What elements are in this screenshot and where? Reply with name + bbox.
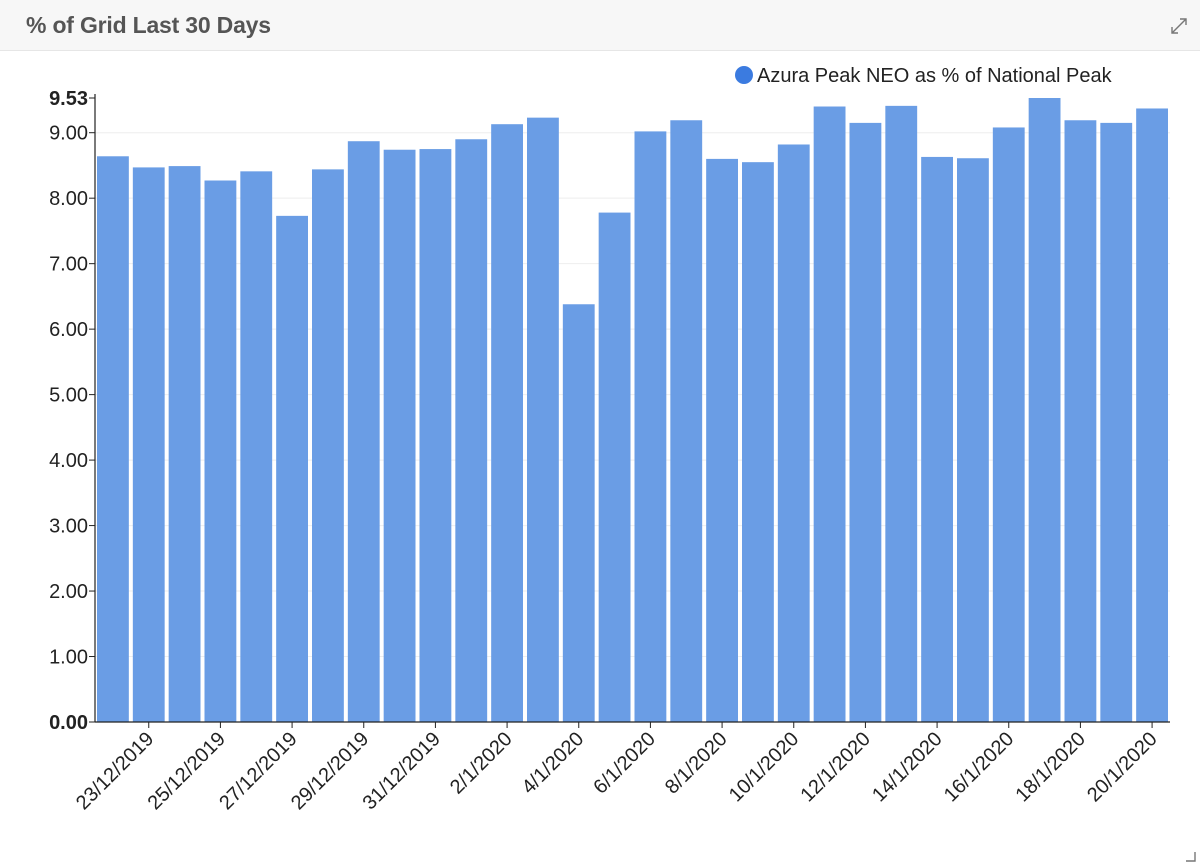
x-tick-label: 18/1/2020: [1011, 728, 1089, 806]
resize-corner-icon[interactable]: [1184, 849, 1196, 862]
y-tick-label: 9.53: [49, 88, 88, 110]
x-tick-label: 14/1/2020: [868, 728, 946, 806]
bar[interactable]: [670, 120, 703, 722]
bar[interactable]: [1100, 122, 1133, 723]
bar[interactable]: [527, 117, 559, 722]
bar[interactable]: [347, 141, 380, 723]
x-tick-label: 10/1/2020: [725, 728, 803, 806]
x-tick-label: 8/1/2020: [661, 728, 732, 799]
x-axis-ticks: 23/12/201925/12/201927/12/201929/12/2019…: [72, 722, 1162, 814]
x-tick-label: 2/1/2020: [446, 728, 517, 799]
bar[interactable]: [1028, 98, 1061, 722]
y-tick-label: 6.00: [49, 319, 88, 341]
bar[interactable]: [634, 131, 667, 722]
y-tick-label: 3.00: [49, 516, 88, 538]
panel-header: % of Grid Last 30 Days: [0, 0, 1200, 51]
x-tick-label: 16/1/2020: [940, 728, 1018, 806]
x-tick-label: 20/1/2020: [1083, 728, 1161, 806]
bar[interactable]: [992, 127, 1025, 723]
x-tick-label: 12/1/2020: [796, 728, 874, 806]
bar[interactable]: [885, 105, 918, 722]
expand-icon[interactable]: [1167, 14, 1191, 38]
bar[interactable]: [455, 139, 488, 722]
x-tick-label: 6/1/2020: [589, 728, 660, 799]
y-tick-label: 2.00: [49, 581, 88, 603]
bar[interactable]: [383, 149, 416, 722]
y-tick-label: 0.00: [49, 712, 88, 734]
bar[interactable]: [240, 171, 273, 723]
y-tick-label: 9.00: [49, 123, 88, 145]
bar[interactable]: [419, 149, 452, 723]
panel-title: % of Grid Last 30 Days: [26, 12, 271, 38]
bar[interactable]: [276, 215, 308, 723]
bar[interactable]: [491, 124, 523, 722]
bar[interactable]: [562, 304, 595, 722]
bars: [97, 98, 1168, 723]
x-tick-label: 4/1/2020: [518, 728, 589, 799]
bar[interactable]: [204, 180, 237, 722]
y-tick-label: 1.00: [49, 647, 88, 669]
legend[interactable]: Azura Peak NEO as % of National Peak: [735, 65, 1113, 87]
bar[interactable]: [706, 158, 738, 722]
bar[interactable]: [598, 212, 631, 723]
legend-label: Azura Peak NEO as % of National Peak: [757, 65, 1113, 87]
y-tick-label: 7.00: [49, 254, 88, 276]
bar[interactable]: [1136, 108, 1168, 723]
y-tick-label: 5.00: [49, 385, 88, 407]
bar[interactable]: [849, 122, 882, 723]
bar[interactable]: [312, 169, 344, 722]
bar[interactable]: [813, 106, 846, 722]
bar[interactable]: [168, 166, 201, 722]
bar[interactable]: [777, 144, 810, 722]
bar[interactable]: [742, 162, 774, 722]
x-tick-label: 31/12/2019: [359, 728, 445, 814]
bar-chart: 0.00 1.00 2.00 3.00 4.00 5.00 6.00 7.00 8.00 9.00…: [49, 65, 1170, 814]
bar[interactable]: [921, 156, 953, 723]
bar[interactable]: [1064, 120, 1097, 722]
y-tick-label: 4.00: [49, 450, 88, 472]
bar[interactable]: [97, 156, 129, 723]
grid-lines: [95, 132, 1170, 658]
bar[interactable]: [957, 158, 989, 722]
legend-marker: [735, 66, 753, 84]
y-axis-ticks: 0.00 1.00 2.00 3.00 4.00 5.00 6.00 7.00 8.00 9.00…: [49, 88, 95, 734]
y-tick-label: 8.00: [49, 188, 88, 210]
bar[interactable]: [132, 167, 165, 723]
